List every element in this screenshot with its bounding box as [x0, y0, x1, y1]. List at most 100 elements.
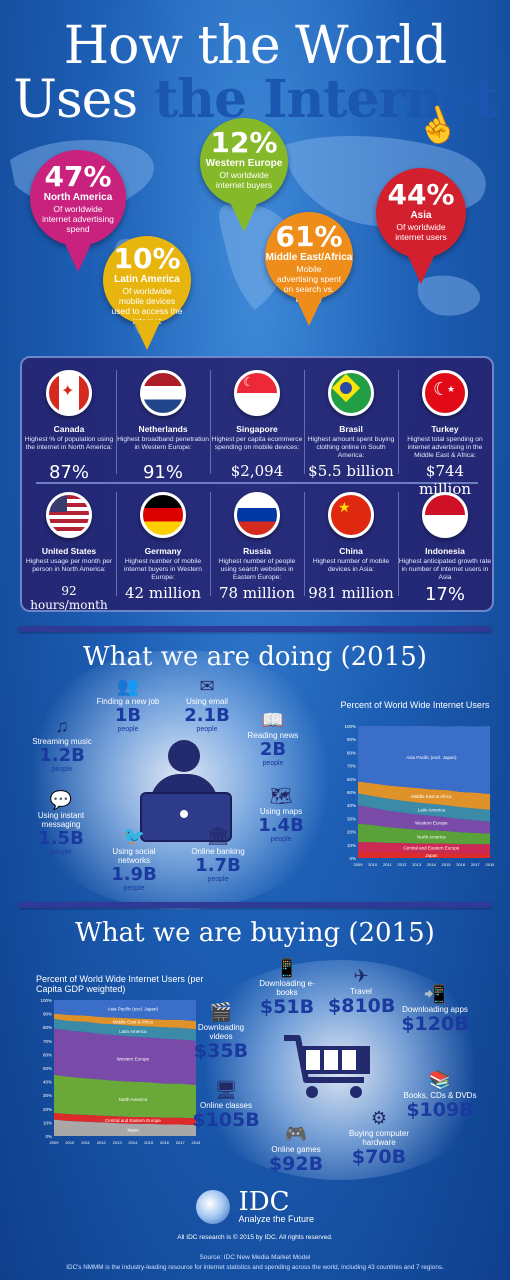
pin-region: Latin America: [114, 274, 180, 285]
activity-label: Using social networks: [112, 847, 156, 865]
pin-middle-east-africa: 61% Middle East/Africa Mobile advertisin…: [265, 212, 353, 326]
buy-label: Travel: [350, 987, 372, 996]
class-icon: 🖥: [214, 1080, 238, 1100]
activity-value: 1.5B: [38, 828, 84, 849]
turkey-flag-icon: ☾ ★: [422, 370, 468, 416]
area-series: [54, 1112, 196, 1126]
country-desc: Highest per capita ecommerce spending on…: [211, 436, 303, 451]
country-desc: Highest % of population using the intern…: [24, 436, 114, 451]
apps-icon: 📲: [423, 984, 447, 1004]
area-series: [358, 781, 490, 810]
title-uses: Uses: [13, 70, 138, 130]
series-label: Middle East & Africa: [411, 794, 452, 799]
y-tick-label: 70%: [43, 1039, 52, 1044]
pin-desc: Of worldwide internet buyers: [215, 170, 273, 190]
country-name: United States: [41, 546, 97, 556]
x-tick-label: 2009: [50, 1140, 60, 1145]
buy-label: Downloading videos: [197, 1023, 245, 1041]
activity-reading-news: 📖 Reading news 2B people: [240, 710, 306, 768]
activity-value: 2.1B: [184, 705, 230, 726]
x-tick-label: 2015: [144, 1140, 154, 1145]
activity-instant-messaging: 💬 Using instant messaging 1.5B people: [24, 790, 98, 857]
x-tick-label: 2013: [412, 862, 422, 867]
activity-unit: people: [207, 876, 229, 883]
country-desc: Highest amount spent buying clothing onl…: [307, 436, 395, 459]
logo-text: IDC: [238, 1187, 290, 1217]
x-tick-label: 2010: [65, 1140, 75, 1145]
brasil-flag-icon: [328, 370, 374, 416]
country-name: China: [339, 546, 363, 556]
series-label: North America: [119, 1097, 148, 1102]
y-tick-label: 90%: [43, 1012, 52, 1017]
pin-asia: 44% Asia Of worldwide internet users: [376, 168, 466, 284]
chart1-title: Percent of World Wide Internet Users: [340, 700, 490, 710]
activity-unit: people: [50, 849, 72, 856]
series-label: Latin America: [119, 1029, 147, 1034]
y-tick-label: 60%: [347, 777, 356, 782]
country-desc: Highest number of mobile devices in Asia…: [312, 558, 390, 573]
country-desc: Highest total spending on internet adver…: [407, 436, 483, 459]
country-value: $5.5 billion: [308, 462, 394, 480]
area-series: [358, 823, 490, 845]
series-label: North America: [417, 834, 446, 839]
buy-value: $105B: [192, 1109, 260, 1131]
x-tick-label: 2015: [442, 862, 452, 867]
buy-value: $120B: [401, 1013, 469, 1035]
country-indonesia: Indonesia Highest anticipated growth rat…: [398, 492, 492, 605]
x-tick-label: 2014: [128, 1140, 138, 1145]
person-laptop-icon: [140, 740, 232, 842]
area-series: [358, 726, 490, 794]
country-desc: Highest broadband penetration in Western…: [117, 436, 209, 451]
y-tick-label: 80%: [43, 1025, 52, 1030]
title-line-1: How the World: [63, 16, 447, 76]
russia-flag-icon: [234, 492, 280, 538]
activity-label: Reading news: [247, 731, 299, 740]
country-desc: Highest number of people using search we…: [218, 558, 296, 581]
buy-label: Online games: [271, 1145, 321, 1154]
activity-label: Using instant messaging: [37, 811, 85, 829]
buy-value: $810B: [328, 995, 396, 1017]
area-series: [54, 1028, 196, 1085]
y-tick-label: 40%: [43, 1080, 52, 1085]
pin-western-europe: 12% Western Europe Of worldwide internet…: [200, 118, 288, 232]
country-name: Canada: [53, 424, 85, 434]
buy-ebooks: 📱 Downloading e-books $51B: [252, 958, 322, 1017]
x-tick-label: 2012: [97, 1140, 107, 1145]
activity-value: 1B: [114, 705, 142, 726]
country-value: 92 hours/month: [30, 584, 108, 612]
activity-label: Streaming music: [32, 737, 92, 746]
buy-videos: 🎬 Downloading videos $35B: [188, 1002, 254, 1061]
activity-value: 1.2B: [39, 745, 85, 766]
buy-value: $51B: [259, 996, 315, 1018]
area-series: [54, 1013, 196, 1030]
x-tick-label: 2017: [471, 862, 481, 867]
x-tick-label: 2012: [398, 862, 408, 867]
pin-region: Western Europe: [205, 158, 283, 169]
buy-value: $109B: [406, 1099, 474, 1121]
pin-pct: 10%: [113, 242, 181, 275]
activity-value: 1.9B: [111, 864, 157, 885]
country-value: $744 million: [418, 462, 472, 498]
activity-using-email: ✉ Using email 2.1B people: [172, 676, 242, 734]
indonesia-flag-icon: [422, 492, 468, 538]
source-text: Source: IDC New Media Market Model: [199, 1254, 311, 1261]
activity-unit: people: [123, 885, 145, 892]
buy-computer-hardware: ⚙ Buying computer hardware $70B: [344, 1108, 414, 1167]
bird-icon: 🐦: [122, 826, 146, 846]
x-tick-label: 2018: [486, 862, 494, 867]
y-tick-label: 0%: [349, 856, 356, 861]
country-name: Turkey: [431, 424, 459, 434]
x-tick-label: 2013: [113, 1140, 123, 1145]
gamepad-icon: 🎮: [284, 1124, 308, 1144]
y-tick-label: 40%: [347, 803, 356, 808]
activity-social-networks: 🐦 Using social networks 1.9B people: [98, 826, 170, 893]
pin-region: North America: [43, 192, 113, 203]
pin-region: Asia: [410, 210, 432, 221]
x-tick-label: 2014: [427, 862, 437, 867]
activity-unit: people: [196, 726, 218, 733]
usa-flag-icon: [46, 492, 92, 538]
activity-using-maps: 🗺 Using maps 1.4B people: [250, 786, 312, 844]
series-label: Central and Eastern Europe: [403, 846, 459, 851]
video-icon: 🎬: [209, 1002, 233, 1022]
activity-unit: people: [262, 760, 284, 767]
